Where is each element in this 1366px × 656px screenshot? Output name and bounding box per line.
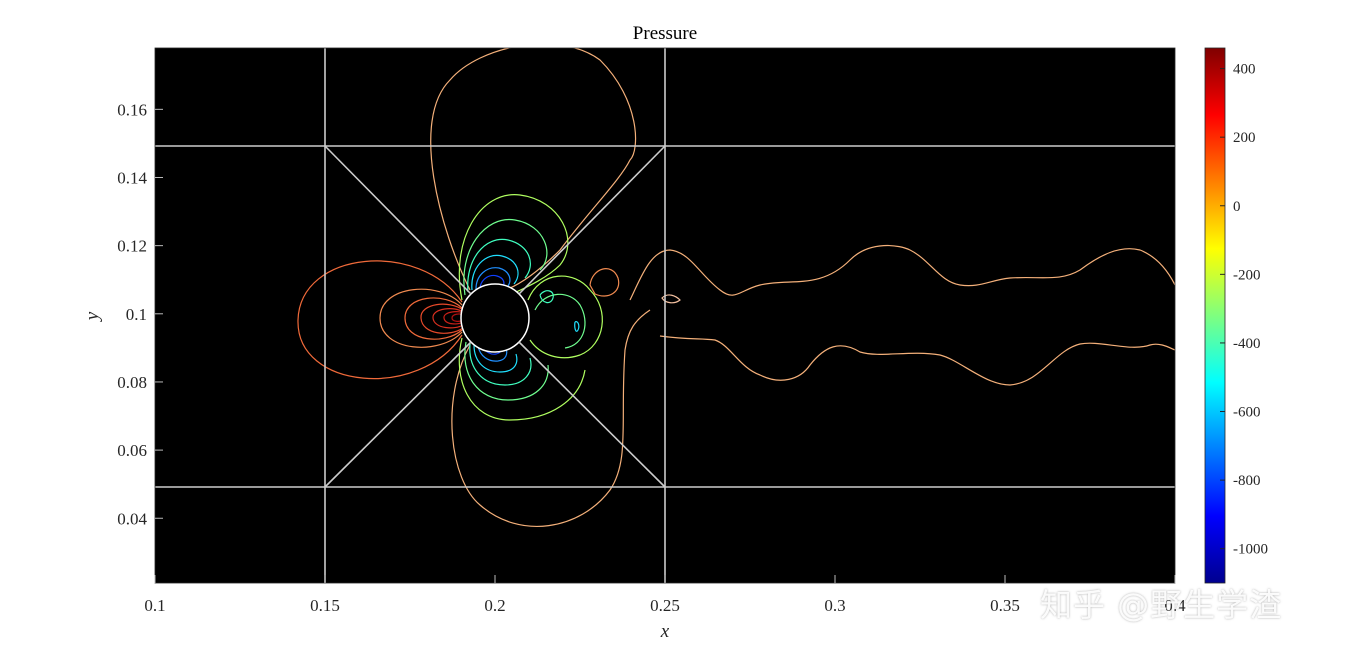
- colorbar-tick-label: -600: [1233, 405, 1261, 421]
- colorbar-ticks: 400 200 0 -200 -400 -600 -800 -1000: [1220, 62, 1268, 558]
- y-axis-label: y: [82, 311, 103, 322]
- chart-title: Pressure: [633, 23, 697, 44]
- contour-low-top-4: [471, 254, 519, 291]
- mesh-diagonal-b: [518, 341, 666, 488]
- contour-wake-lower-strip: [659, 335, 1175, 386]
- contour-upstream-2: [379, 288, 463, 348]
- colorbar: [1204, 47, 1226, 584]
- contour-low-bottom-4: [473, 344, 518, 373]
- contour-wake-eddy: [589, 268, 620, 297]
- y-tick-label: 0.14: [117, 168, 147, 187]
- contour-upstream-4: [420, 303, 464, 334]
- y-tick-label: 0.1: [126, 305, 147, 324]
- y-tick-label: 0.04: [117, 509, 147, 528]
- contour-lines: [297, 48, 1175, 527]
- contour-low-bottom-5: [477, 345, 508, 362]
- contour-wake-4: [574, 321, 580, 332]
- y-tick-label: 0.06: [117, 441, 147, 460]
- mesh-diagonal-c: [324, 341, 472, 488]
- x-tick-label: 0.15: [310, 596, 340, 615]
- contour-upstream-6: [443, 311, 464, 325]
- x-axis-label: x: [660, 621, 670, 642]
- contour-upper-lobe: [430, 48, 637, 291]
- y-tick-label: 0.12: [117, 237, 147, 256]
- x-axis-ticks: 0.1 0.15 0.2 0.25 0.3 0.35 0.4: [144, 575, 1186, 615]
- contour-low-top-6: [479, 274, 505, 288]
- contour-low-bottom-2: [464, 341, 549, 401]
- mesh-lines: [155, 48, 1175, 583]
- contour-upstream-5: [432, 308, 464, 329]
- mesh-diagonal-a: [324, 145, 472, 295]
- x-tick-label: 0.1: [144, 596, 165, 615]
- contour-low-top-1: [458, 194, 569, 301]
- colorbar-tick-label: -800: [1233, 473, 1261, 489]
- colorbar-tick-label: 400: [1233, 62, 1256, 78]
- contour-low-top-2: [463, 219, 548, 296]
- contour-lower-lobe: [451, 309, 651, 527]
- colorbar-tick-label: 0: [1233, 199, 1241, 215]
- contour-wake-upper-strip: [629, 244, 1175, 301]
- contour-wake-small: [661, 294, 681, 304]
- cylinder: [460, 283, 530, 353]
- contour-low-bottom-3: [469, 343, 532, 386]
- contour-upstream-7: [451, 313, 464, 322]
- mesh-diagonal-d: [518, 145, 666, 295]
- contour-low-top-5: [475, 267, 511, 290]
- colorbar-tick-label: 200: [1233, 130, 1256, 146]
- x-tick-label: 0.35: [990, 596, 1020, 615]
- y-tick-label: 0.08: [117, 373, 147, 392]
- colorbar-tick-label: -200: [1233, 267, 1261, 283]
- watermark-text: 知乎 @野生学渣: [1040, 586, 1283, 624]
- contour-wake-1: [527, 275, 603, 359]
- x-tick-label: 0.25: [650, 596, 680, 615]
- x-tick-label: 0.4: [1164, 596, 1186, 615]
- colorbar-tick-label: -1000: [1233, 542, 1268, 558]
- contour-wake-3: [539, 290, 554, 304]
- contour-low-top-3: [467, 238, 531, 293]
- contour-wake-2: [534, 293, 586, 349]
- x-tick-label: 0.2: [484, 596, 505, 615]
- x-tick-label: 0.3: [824, 596, 845, 615]
- y-axis-ticks: 0.04 0.06 0.08 0.1 0.12 0.14 0.16: [117, 100, 163, 528]
- colorbar-tick-label: -400: [1233, 336, 1261, 352]
- y-tick-label: 0.16: [117, 100, 147, 119]
- contour-upstream-outer: [297, 260, 463, 380]
- contour-upstream-3: [404, 297, 463, 340]
